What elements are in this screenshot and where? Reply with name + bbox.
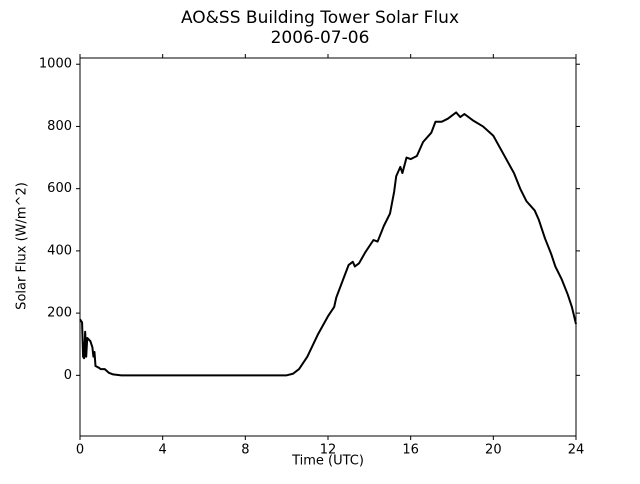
y-tick-label: 200 (47, 306, 72, 321)
x-tick-label: 8 (241, 443, 249, 458)
x-tick-label: 20 (485, 443, 502, 458)
x-tick-label: 12 (320, 443, 337, 458)
y-tick-label: 600 (47, 181, 72, 196)
x-tick-label: 24 (568, 443, 585, 458)
data-line (79, 111, 577, 377)
x-tick-label: 4 (159, 443, 167, 458)
plot-frame (79, 57, 577, 437)
y-tick-label: 400 (47, 243, 72, 258)
x-tick-label: 0 (76, 443, 84, 458)
chart-subtitle: 2006-07-06 (271, 28, 370, 48)
x-axis-label: Time (UTC) (291, 454, 364, 469)
y-tick-label: 0 (64, 368, 72, 383)
y-tick-label: 1000 (39, 57, 72, 72)
y-tick-label: 800 (47, 119, 72, 134)
x-tick-label: 16 (402, 443, 419, 458)
y-axis-label: Solar Flux (W/m^2) (15, 182, 30, 310)
chart-title: AO&SS Building Tower Solar Flux (181, 8, 459, 28)
